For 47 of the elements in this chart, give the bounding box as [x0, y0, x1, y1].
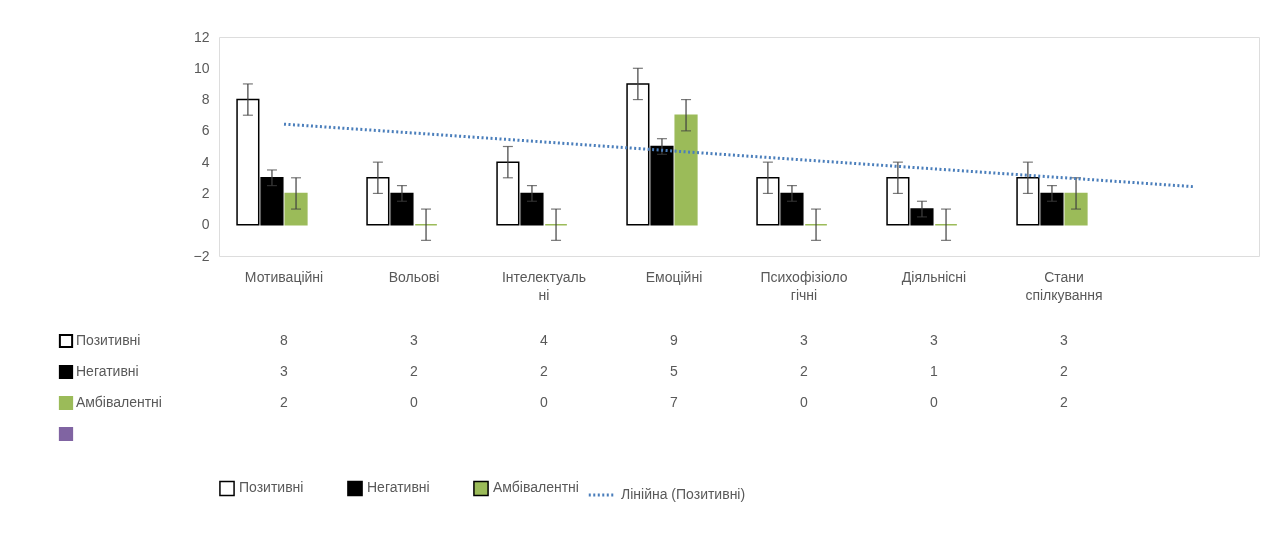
legend-label: Лінійна (Позитивні) — [621, 486, 746, 502]
data-label: 3 — [410, 332, 419, 348]
data-label: 3 — [280, 363, 289, 379]
data-label: 2 — [1060, 363, 1069, 379]
data-label: 2 — [410, 363, 419, 379]
text: Амбівалентні — [493, 479, 579, 496]
data-label: 1 — [930, 363, 939, 379]
legend-label: Негативні — [76, 363, 139, 379]
y-tick-label: 4 — [201, 153, 210, 170]
data-label: 0 — [800, 394, 809, 410]
y-tick-label: 0 — [201, 216, 210, 233]
y-tick-label: 6 — [201, 122, 210, 139]
data-label: 4 — [540, 332, 549, 348]
y-tick-label: 10 — [193, 59, 210, 76]
data-label: 2 — [540, 363, 549, 379]
data-label: 0 — [410, 394, 419, 410]
y-tick-label: 2 — [201, 184, 210, 201]
data-label: 3 — [1060, 332, 1069, 348]
x-tick-label: Вольові — [388, 268, 440, 285]
y-tick-label: 8 — [201, 91, 210, 108]
data-label: 9 — [670, 332, 679, 348]
data-label: 3 — [800, 332, 809, 348]
x-tick-label: Стани спілкування — [1025, 268, 1103, 303]
data-label: 2 — [800, 363, 809, 379]
x-tick-label: Інтелектуальні — [501, 268, 587, 303]
y-tick-label: 12 — [193, 28, 210, 45]
y-tick-label: −2 — [193, 247, 210, 264]
bar — [284, 192, 308, 226]
x-tick-label: Емоційні — [645, 268, 703, 285]
data-label: 2 — [1060, 394, 1069, 410]
data-label: 7 — [670, 394, 679, 410]
bar — [1064, 192, 1088, 226]
x-tick-label: Діяльнісні — [901, 268, 967, 285]
data-label: 8 — [280, 332, 289, 348]
legend-label: Позитивні — [76, 332, 141, 348]
data-label: 5 — [670, 363, 679, 379]
x-tick-label: Психофізіологічні — [760, 268, 848, 303]
data-label: 0 — [540, 394, 549, 410]
legend-label: Амбівалентні — [76, 394, 162, 410]
line-series — [282, 122, 1196, 189]
data-label: 2 — [280, 394, 289, 410]
bar — [674, 114, 698, 226]
text: Негативні — [367, 479, 430, 496]
x-tick-label: Мотиваційні — [244, 268, 324, 285]
data-label: 0 — [930, 394, 939, 410]
data-label: 3 — [930, 332, 939, 348]
text: Позитивні — [239, 479, 304, 496]
